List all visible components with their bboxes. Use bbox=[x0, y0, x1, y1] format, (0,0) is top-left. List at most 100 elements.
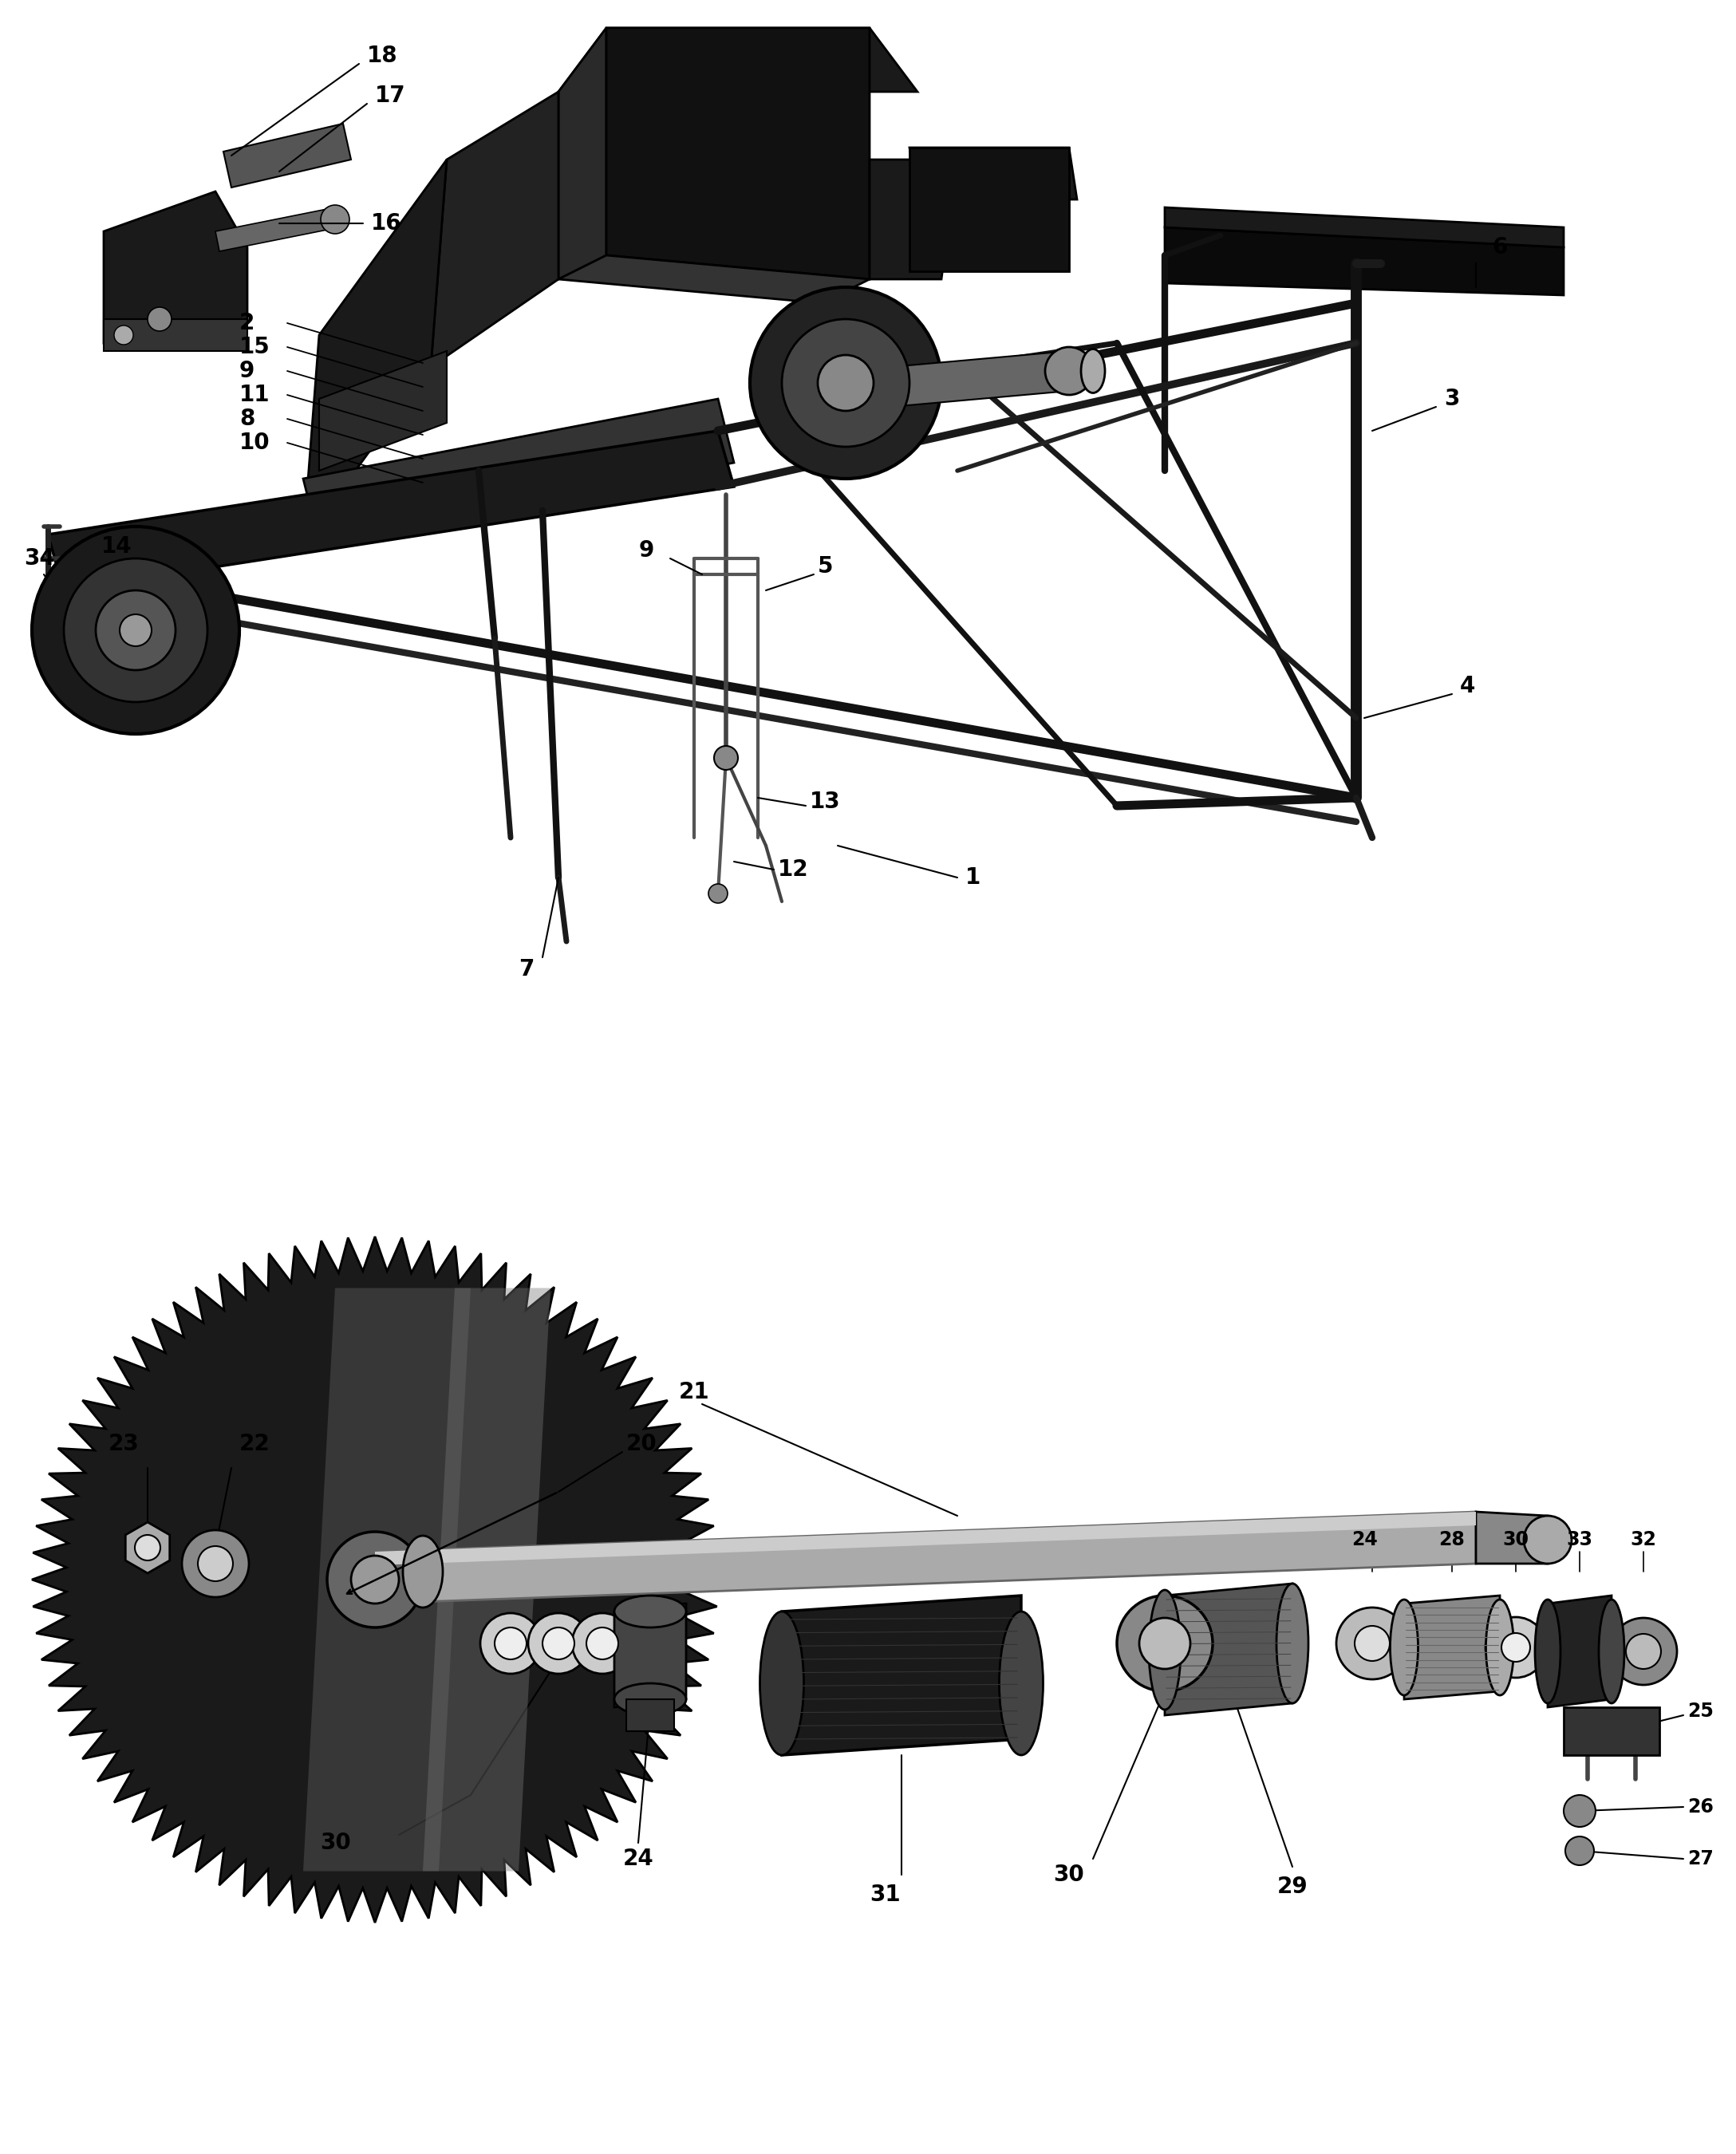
Circle shape bbox=[1564, 1794, 1595, 1827]
Polygon shape bbox=[845, 351, 1069, 411]
Text: 20: 20 bbox=[627, 1432, 658, 1456]
Circle shape bbox=[115, 325, 134, 345]
Circle shape bbox=[528, 1613, 589, 1674]
Text: 29: 29 bbox=[1278, 1876, 1307, 1898]
Text: 10: 10 bbox=[240, 431, 271, 454]
Ellipse shape bbox=[1535, 1600, 1561, 1704]
Circle shape bbox=[95, 590, 175, 670]
Text: 30: 30 bbox=[1503, 1529, 1529, 1549]
Circle shape bbox=[495, 1628, 526, 1659]
Text: 25: 25 bbox=[1687, 1702, 1713, 1721]
Circle shape bbox=[1609, 1618, 1677, 1684]
Ellipse shape bbox=[1000, 1611, 1043, 1756]
Polygon shape bbox=[1564, 1708, 1660, 1756]
Circle shape bbox=[1627, 1635, 1661, 1669]
Text: 2: 2 bbox=[240, 312, 255, 334]
Polygon shape bbox=[304, 1288, 470, 1872]
Polygon shape bbox=[615, 1603, 686, 1708]
Ellipse shape bbox=[403, 1536, 443, 1607]
Polygon shape bbox=[910, 149, 1069, 271]
Ellipse shape bbox=[1149, 1590, 1180, 1710]
Polygon shape bbox=[304, 159, 446, 543]
Polygon shape bbox=[224, 123, 351, 187]
Circle shape bbox=[1566, 1837, 1594, 1865]
Polygon shape bbox=[627, 1700, 674, 1732]
Text: 24: 24 bbox=[1351, 1529, 1377, 1549]
Circle shape bbox=[31, 526, 240, 735]
Polygon shape bbox=[1404, 1596, 1500, 1700]
Text: 11: 11 bbox=[240, 383, 271, 407]
Text: 30: 30 bbox=[319, 1831, 351, 1855]
Text: 1: 1 bbox=[965, 866, 981, 890]
Text: 26: 26 bbox=[1687, 1796, 1713, 1816]
Circle shape bbox=[1337, 1607, 1408, 1680]
Circle shape bbox=[326, 1531, 424, 1628]
Text: 16: 16 bbox=[372, 213, 401, 235]
Text: 5: 5 bbox=[818, 556, 833, 577]
Polygon shape bbox=[375, 1512, 1476, 1603]
Text: 17: 17 bbox=[375, 84, 406, 108]
Circle shape bbox=[750, 286, 941, 478]
Circle shape bbox=[135, 1536, 160, 1559]
Ellipse shape bbox=[1082, 349, 1104, 392]
Polygon shape bbox=[870, 159, 957, 280]
Text: 14: 14 bbox=[101, 536, 132, 558]
Text: 23: 23 bbox=[108, 1432, 139, 1456]
Text: 6: 6 bbox=[1491, 237, 1507, 258]
Text: 9: 9 bbox=[240, 360, 255, 381]
Polygon shape bbox=[559, 256, 870, 304]
Text: 3: 3 bbox=[1444, 388, 1460, 409]
Polygon shape bbox=[559, 28, 917, 93]
Text: 7: 7 bbox=[519, 959, 535, 980]
Polygon shape bbox=[125, 1523, 170, 1572]
Text: 27: 27 bbox=[1687, 1850, 1713, 1868]
Polygon shape bbox=[781, 1596, 1021, 1756]
Circle shape bbox=[182, 1529, 248, 1596]
Polygon shape bbox=[559, 28, 606, 280]
Polygon shape bbox=[104, 192, 247, 342]
Circle shape bbox=[198, 1547, 233, 1581]
Circle shape bbox=[1139, 1618, 1191, 1669]
Text: 30: 30 bbox=[1054, 1863, 1085, 1887]
Text: 34: 34 bbox=[24, 547, 56, 569]
Polygon shape bbox=[431, 93, 559, 366]
Ellipse shape bbox=[1486, 1600, 1514, 1695]
Text: 22: 22 bbox=[240, 1432, 271, 1456]
Circle shape bbox=[351, 1555, 399, 1603]
Ellipse shape bbox=[1391, 1600, 1418, 1695]
Circle shape bbox=[713, 745, 738, 769]
Text: 4: 4 bbox=[1460, 674, 1476, 698]
Polygon shape bbox=[215, 207, 339, 252]
Text: 33: 33 bbox=[1566, 1529, 1594, 1549]
Text: 24: 24 bbox=[623, 1848, 654, 1870]
Circle shape bbox=[708, 883, 727, 903]
Circle shape bbox=[321, 205, 349, 235]
Ellipse shape bbox=[1276, 1583, 1309, 1704]
Text: 9: 9 bbox=[639, 538, 654, 562]
Circle shape bbox=[64, 558, 207, 702]
Polygon shape bbox=[1165, 228, 1564, 295]
Circle shape bbox=[1524, 1516, 1571, 1564]
Polygon shape bbox=[1165, 1583, 1292, 1715]
Polygon shape bbox=[304, 398, 734, 543]
Circle shape bbox=[573, 1613, 632, 1674]
Polygon shape bbox=[319, 351, 446, 472]
Ellipse shape bbox=[760, 1611, 804, 1756]
Polygon shape bbox=[1549, 1596, 1611, 1708]
Circle shape bbox=[587, 1628, 618, 1659]
Circle shape bbox=[542, 1628, 575, 1659]
Polygon shape bbox=[49, 431, 734, 590]
Text: 15: 15 bbox=[240, 336, 271, 358]
Text: 18: 18 bbox=[366, 45, 398, 67]
Polygon shape bbox=[31, 1236, 719, 1924]
Circle shape bbox=[1045, 347, 1094, 394]
Polygon shape bbox=[606, 28, 870, 280]
Polygon shape bbox=[424, 1288, 550, 1872]
Circle shape bbox=[120, 614, 151, 646]
Ellipse shape bbox=[1599, 1600, 1625, 1704]
Circle shape bbox=[818, 355, 873, 411]
Polygon shape bbox=[1476, 1512, 1549, 1564]
Text: 31: 31 bbox=[870, 1883, 901, 1906]
Circle shape bbox=[1354, 1626, 1391, 1661]
Text: 13: 13 bbox=[809, 791, 840, 812]
